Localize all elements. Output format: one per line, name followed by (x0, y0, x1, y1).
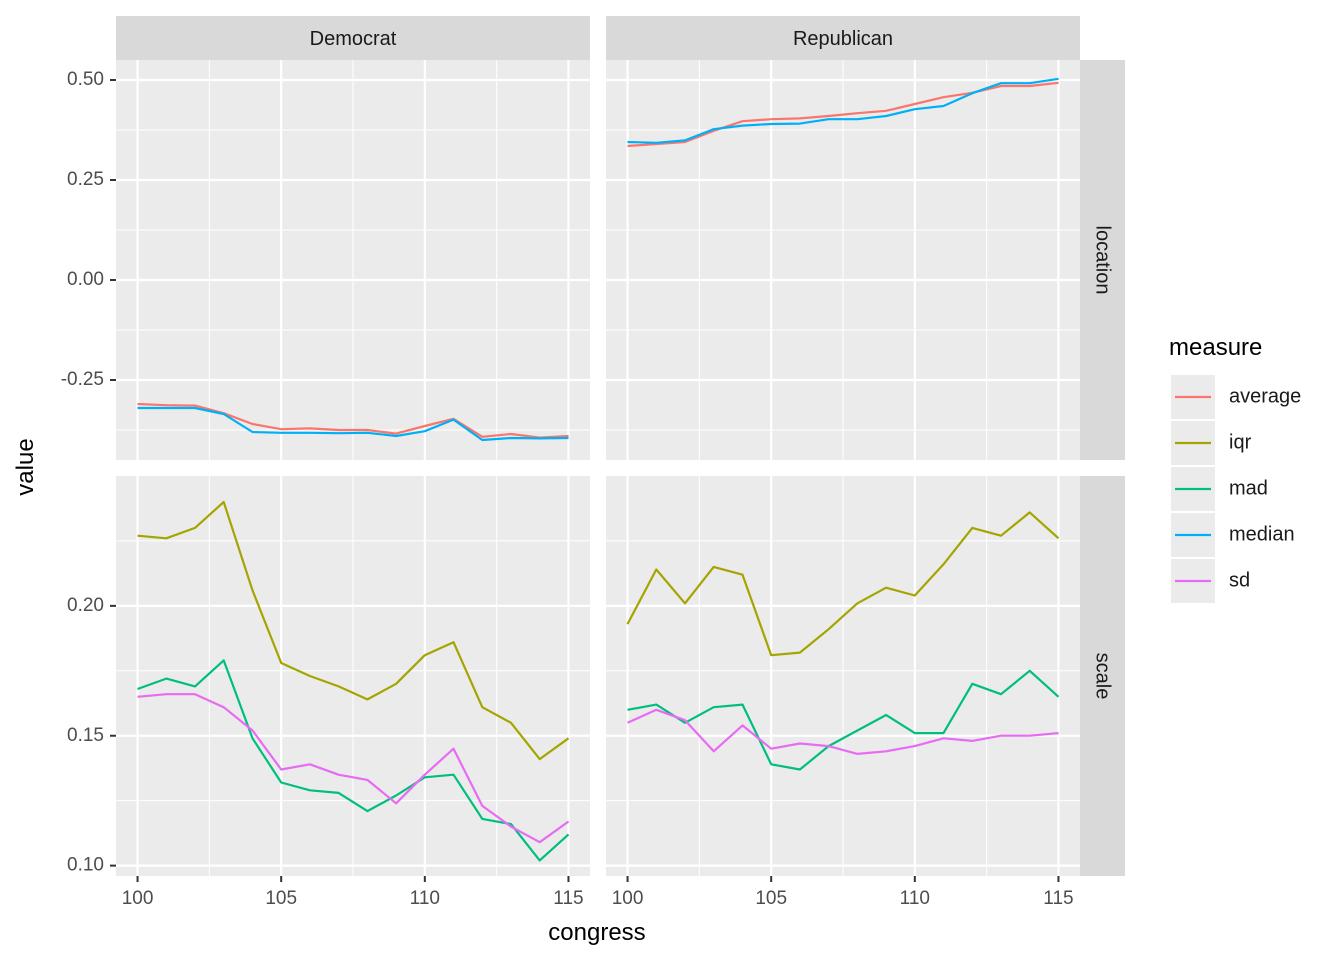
legend: average iqr mad median sd (1171, 375, 1301, 603)
series-line-iqr-democrat-scale (137, 500, 570, 761)
x-tick-label: 100 (122, 888, 154, 909)
strip-label-scale: scale (1092, 653, 1114, 700)
x-tick-label: 110 (900, 888, 930, 909)
series-line-mad-democrat-scale (137, 659, 570, 862)
strip-democrat (116, 16, 590, 60)
y-tick-label: 0.25 (67, 169, 104, 190)
series-line-iqr-republican-scale (626, 511, 1060, 657)
series-line-sd-republican-scale (627, 708, 1059, 756)
x-tick-label: 105 (755, 888, 787, 909)
y-tick-label: 0.15 (67, 725, 104, 746)
y-tick-label: 0.00 (67, 269, 104, 290)
x-tick-label: 100 (612, 888, 644, 909)
x-tick-label: 115 (553, 888, 583, 909)
y-tick-label: 0.20 (67, 595, 104, 616)
strip-location (1080, 60, 1125, 460)
y-tick-label: 0.10 (67, 855, 104, 876)
legend-label-iqr: iqr (1229, 431, 1252, 453)
legend-label-mad: mad (1229, 477, 1268, 499)
plot-layer: Democrat Republican location scale 0.50 0.25 0… (61, 16, 1125, 909)
x-tick-label: 105 (265, 888, 297, 909)
x-tick-label: 110 (410, 888, 440, 909)
legend-label-average: average (1229, 385, 1301, 407)
series-line-median-republican-location (627, 77, 1059, 144)
series-line-mad-republican-scale (627, 669, 1060, 771)
legend-title: measure (1169, 334, 1262, 361)
series-line-average-democrat-location (137, 402, 569, 439)
strip-label-republican: Republican (793, 28, 893, 50)
x-tick-label: 115 (1043, 888, 1073, 909)
strip-scale (1080, 476, 1125, 876)
series-line-sd-democrat-scale (137, 693, 570, 844)
y-axis-title: value (12, 438, 39, 495)
legend-label-median: median (1229, 523, 1295, 545)
y-tick-label: 0.50 (67, 69, 104, 90)
y-tick-label: -0.25 (61, 369, 104, 390)
strip-republican (606, 16, 1080, 60)
series-line-median-democrat-location (137, 406, 569, 442)
x-axis-title: congress (548, 919, 645, 946)
strip-label-democrat: Democrat (310, 28, 397, 50)
strip-label-location: location (1092, 226, 1114, 295)
legend-label-sd: sd (1229, 569, 1250, 591)
series-line-average-republican-location (627, 81, 1059, 148)
